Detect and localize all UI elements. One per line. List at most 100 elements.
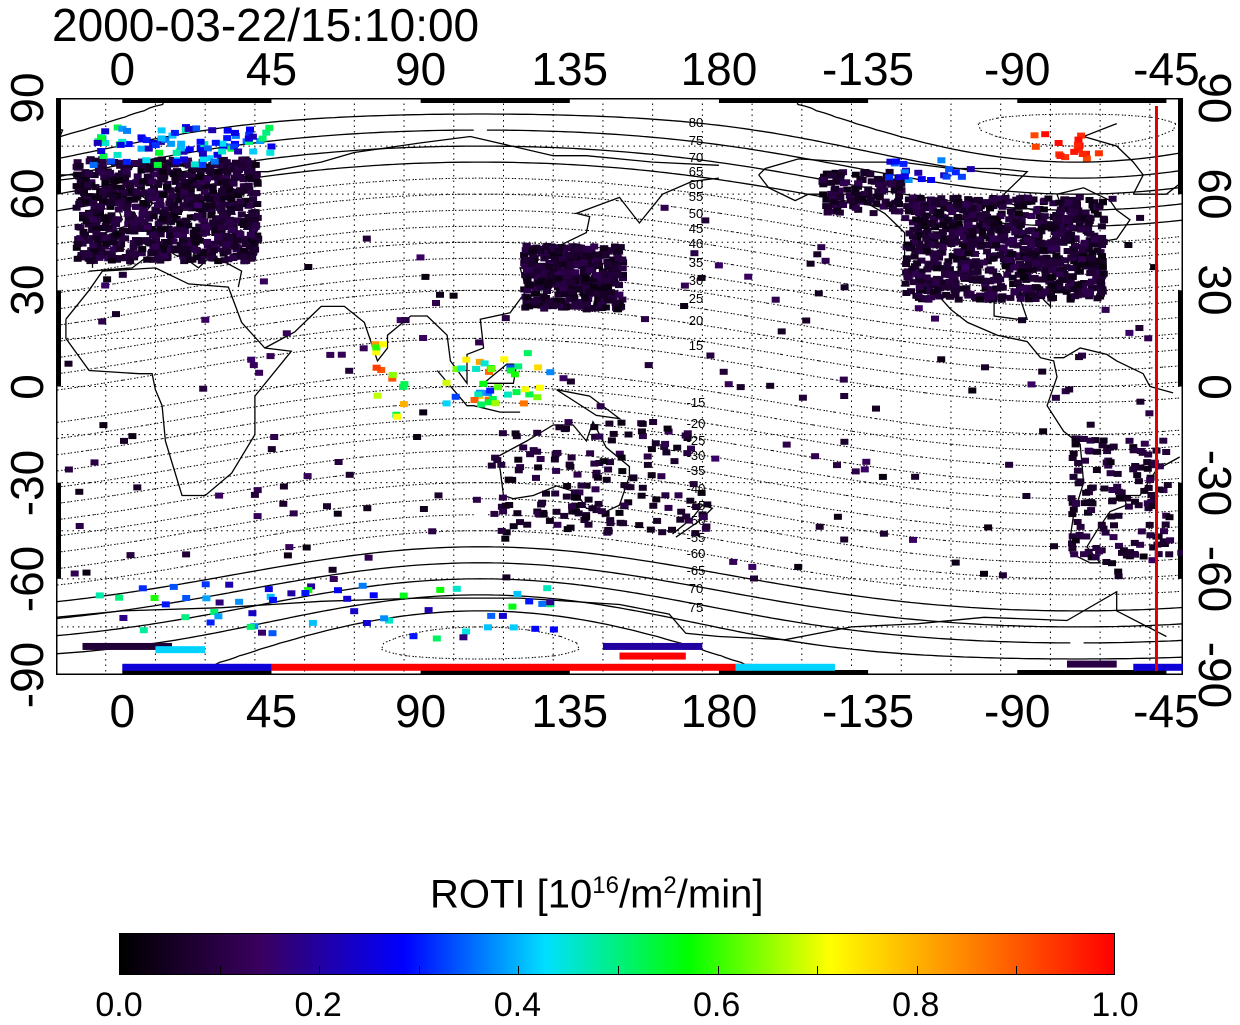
- roti-cell: [131, 251, 140, 258]
- roti-cell: [498, 494, 507, 501]
- roti-cell: [604, 466, 613, 473]
- roti-cell: [1139, 553, 1148, 560]
- roti-band: [82, 642, 173, 650]
- roti-cell: [159, 176, 168, 183]
- roti-cell: [279, 500, 288, 507]
- contour-label: 50: [689, 206, 703, 221]
- roti-cell: [1134, 502, 1143, 509]
- roti-cell: [167, 232, 175, 239]
- roti-cell: [606, 520, 615, 527]
- roti-cell: [258, 629, 266, 636]
- roti-cell: [329, 576, 338, 582]
- roti-cell: [178, 250, 187, 257]
- roti-cell: [1085, 197, 1094, 203]
- roti-cell: [942, 225, 951, 232]
- roti-cell: [1146, 477, 1155, 483]
- roti-cell: [84, 255, 93, 262]
- roti-cell: [79, 228, 88, 235]
- roti-cell: [967, 238, 976, 245]
- roti-cell: [198, 150, 207, 157]
- roti-cell: [1131, 463, 1140, 469]
- roti-cell: [1047, 239, 1056, 246]
- roti-cell: [104, 224, 113, 231]
- roti-cell: [269, 596, 277, 603]
- roti-cell: [252, 171, 261, 178]
- roti-cell: [1055, 279, 1064, 286]
- roti-cell: [646, 526, 655, 533]
- roti-cell: [132, 203, 140, 210]
- roti-cell: [968, 212, 977, 219]
- roti-cell: [181, 614, 190, 621]
- roti-cell: [606, 517, 615, 524]
- roti-cell: [162, 249, 171, 256]
- magnetic-latitude-contour: [56, 498, 1183, 564]
- magnetic-latitude-contour: [56, 514, 1183, 580]
- roti-cell: [543, 585, 552, 592]
- roti-cell: [652, 496, 661, 503]
- coastline: [496, 420, 631, 513]
- roti-cell: [976, 292, 985, 299]
- axis-tick-bar-top: [122, 98, 272, 103]
- roti-cell: [647, 446, 656, 453]
- roti-cell: [1134, 478, 1143, 485]
- roti-cell: [462, 356, 471, 363]
- roti-cell: [85, 237, 94, 244]
- roti-cell: [176, 145, 185, 152]
- roti-cell: [252, 190, 261, 197]
- roti-cell: [605, 420, 614, 427]
- roti-cell: [904, 177, 913, 183]
- roti-cell: [939, 220, 948, 227]
- roti-cell: [976, 243, 985, 250]
- contour-label: -15: [687, 395, 706, 410]
- roti-cell: [77, 252, 86, 258]
- roti-cell: [246, 217, 255, 224]
- roti-cell: [635, 522, 644, 529]
- roti-cell: [949, 273, 958, 279]
- roti-cell: [1081, 457, 1089, 464]
- roti-cell: [148, 256, 157, 263]
- roti-cell: [166, 187, 175, 194]
- roti-cell: [1140, 487, 1149, 494]
- roti-cell: [929, 216, 938, 223]
- roti-cell: [1119, 547, 1128, 554]
- roti-cell: [719, 368, 728, 375]
- roti-cell: [909, 226, 918, 233]
- roti-cell: [1011, 263, 1020, 270]
- roti-cell: [107, 199, 116, 206]
- roti-cell: [522, 257, 531, 263]
- roti-cell: [771, 296, 780, 303]
- roti-cell: [1097, 290, 1105, 297]
- roti-cell: [545, 264, 554, 270]
- roti-cell: [806, 260, 815, 267]
- roti-cell: [983, 248, 992, 255]
- roti-cell: [1014, 203, 1023, 210]
- roti-cell: [125, 196, 134, 203]
- roti-cell: [543, 281, 552, 288]
- roti-cell: [385, 617, 393, 624]
- roti-cell: [151, 243, 160, 250]
- roti-cell: [1091, 241, 1100, 247]
- roti-cell: [359, 345, 368, 352]
- roti-cell: [113, 216, 122, 223]
- roti-cell: [75, 488, 84, 495]
- roti-cell: [217, 195, 226, 202]
- roti-cell: [136, 216, 145, 223]
- roti-cell: [562, 493, 571, 500]
- roti-cell: [914, 169, 923, 176]
- roti-cell: [174, 197, 183, 204]
- roti-cell: [198, 178, 207, 184]
- roti-cell: [942, 173, 951, 180]
- roti-cell: [238, 161, 246, 168]
- roti-cell: [116, 255, 125, 262]
- roti-cell: [203, 175, 211, 182]
- roti-cell: [860, 466, 869, 473]
- coastline: [718, 590, 1167, 641]
- roti-cell: [866, 196, 875, 203]
- roti-cell: [550, 252, 559, 259]
- roti-cell: [1136, 541, 1145, 548]
- roti-cell: [549, 268, 558, 274]
- roti-cell: [590, 284, 598, 291]
- roti-cell: [668, 526, 676, 533]
- roti-cell: [1079, 253, 1087, 260]
- roti-cell: [908, 198, 917, 205]
